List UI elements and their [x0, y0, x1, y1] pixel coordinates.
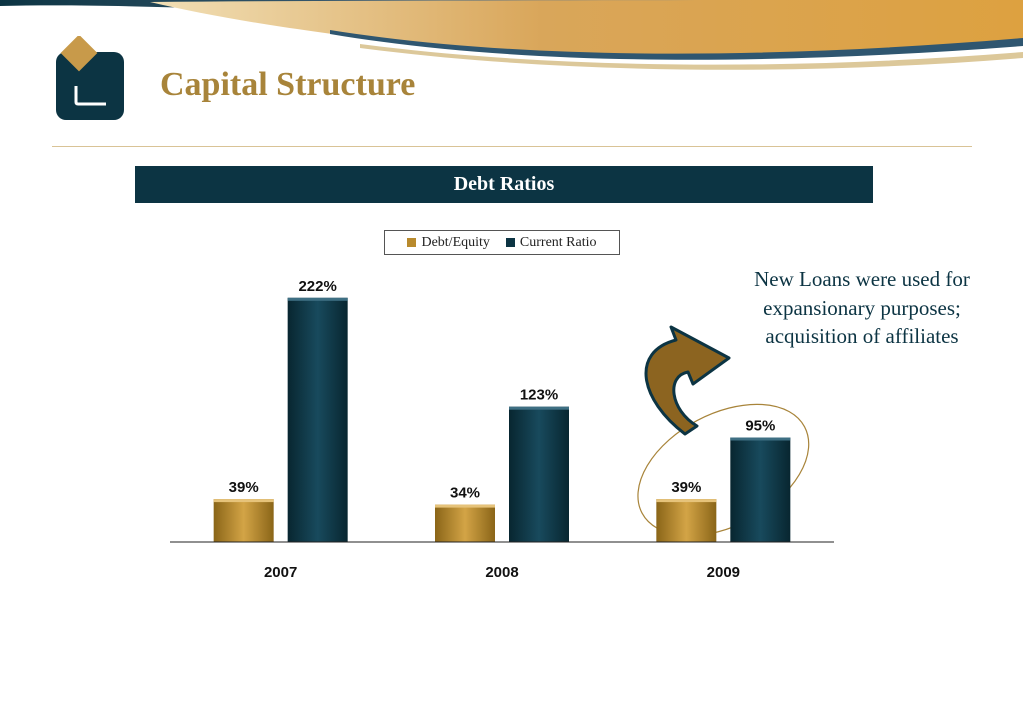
bar-current-ratio-2007 [287, 297, 348, 542]
data-label-current-ratio-2007: 222% [298, 278, 336, 295]
bar-top-debt-equity-2008 [435, 504, 495, 508]
annotation-text: New Loans were used for expansionary pur… [754, 267, 970, 348]
header-decoration [0, 0, 1023, 70]
x-tick-label-2007: 2007 [264, 564, 297, 581]
bar-top-debt-equity-2009 [656, 499, 717, 503]
bar-top-current-ratio-2008 [509, 406, 569, 410]
bar-top-current-ratio-2009 [730, 437, 791, 441]
chart-header: Debt Ratios [135, 166, 873, 203]
legend-entry-current-ratio: Current Ratio [505, 234, 597, 251]
bar-top-debt-equity-2007 [213, 499, 274, 503]
bar-debt-equity-2008 [435, 504, 495, 542]
bar-current-ratio-2008 [509, 406, 569, 542]
legend-swatch-debt-equity [407, 238, 417, 247]
data-label-current-ratio-2009: 95% [745, 418, 775, 435]
company-logo [56, 36, 124, 120]
bar-current-ratio-2009 [730, 437, 791, 542]
title-divider [52, 146, 972, 147]
highlight-ellipse [637, 403, 810, 537]
data-label-debt-equity-2009: 39% [671, 479, 701, 496]
legend-swatch-current-ratio [505, 238, 515, 247]
bar-top-current-ratio-2007 [287, 297, 348, 301]
curved-arrow-icon [644, 325, 731, 436]
data-label-debt-equity-2008: 34% [450, 485, 480, 502]
page-title: Capital Structure [160, 66, 416, 103]
data-label-current-ratio-2008: 123% [520, 387, 558, 404]
legend-label-debt-equity: Debt/Equity [421, 234, 490, 250]
x-tick-label-2009: 2009 [707, 564, 740, 581]
data-label-debt-equity-2007: 39% [229, 479, 259, 496]
bar-debt-equity-2009 [656, 499, 717, 542]
legend-label-current-ratio: Current Ratio [519, 234, 597, 250]
bar-debt-equity-2007 [213, 499, 274, 542]
chart-legend: Debt/Equity Current Ratio [384, 230, 620, 255]
legend-entry-debt-equity: Debt/Equity [407, 234, 490, 251]
x-tick-label-2008: 2008 [485, 564, 518, 581]
